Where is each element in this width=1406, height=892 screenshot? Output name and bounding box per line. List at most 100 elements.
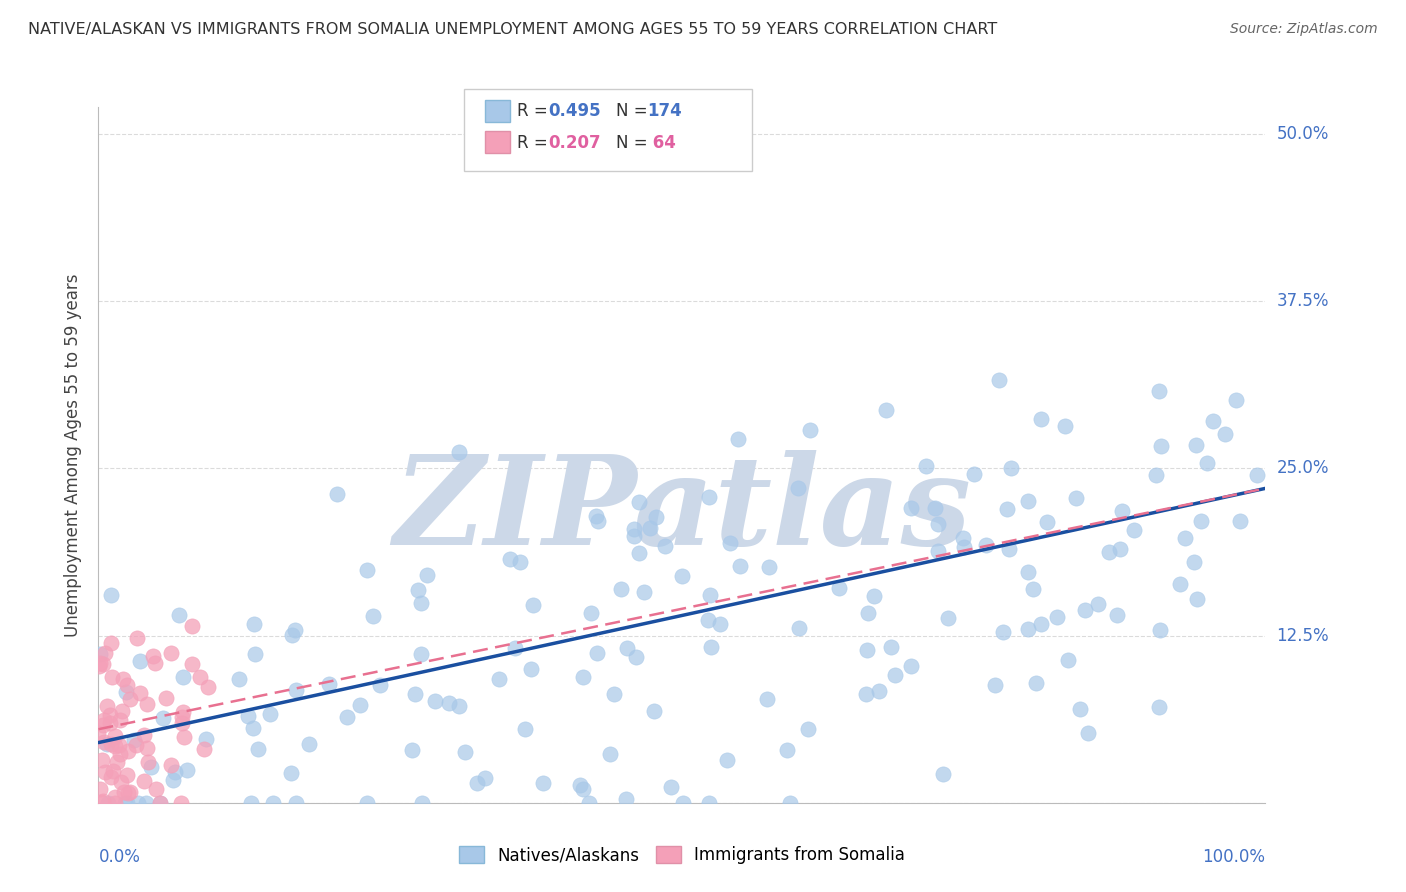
Point [863,589,886,603]
Point [122,733,145,747]
Point [1000,461,1022,475]
Point [93,794,115,808]
Point [697,613,720,627]
Point [125,738,148,752]
Point [89,648,111,662]
Point [176,763,198,777]
Point [488,672,510,686]
Point [100,636,122,650]
Point [531,776,554,790]
Point [900,659,922,673]
Point [193,742,215,756]
Point [145,782,167,797]
Point [370,678,392,692]
Point [100,588,122,602]
Point [242,721,264,735]
Point [108,738,131,752]
Point [856,606,879,620]
Point [318,677,340,691]
Point [474,772,496,786]
Point [779,796,801,810]
Text: R =: R = [517,134,554,152]
Point [571,670,593,684]
Point [160,646,183,660]
Text: 64: 64 [647,134,676,152]
Point [799,423,821,437]
Point [1031,617,1053,632]
Point [117,744,139,758]
Text: 0.495: 0.495 [548,103,600,120]
Point [401,743,423,757]
Point [638,521,661,535]
Point [96,737,118,751]
Text: 174: 174 [647,103,682,120]
Text: 50.0%: 50.0% [1277,125,1329,143]
Text: 100.0%: 100.0% [1202,848,1265,866]
Point [787,621,810,635]
Point [884,668,907,682]
Point [152,711,174,725]
Point [1069,702,1091,716]
Point [828,582,851,596]
Point [755,691,778,706]
Point [247,742,270,756]
Point [423,693,446,707]
Point [100,737,122,751]
Point [128,654,150,668]
Point [627,495,650,509]
Point [135,796,157,810]
Point [616,640,638,655]
Point [285,683,308,698]
Point [963,467,986,482]
Point [602,687,624,701]
Point [1202,414,1225,428]
Point [1021,582,1043,597]
Point [87,726,110,740]
Text: 0.0%: 0.0% [98,848,141,866]
Point [659,780,682,794]
Point [165,764,187,779]
Point [98,708,121,723]
Point [856,643,879,657]
Point [404,686,426,700]
Point [149,796,172,810]
Point [1174,531,1197,545]
Text: ZIPatlas: ZIPatlas [392,450,972,572]
Point [125,631,148,645]
Point [356,563,378,577]
Point [91,753,114,767]
Point [624,649,647,664]
Point [787,481,810,495]
Point [361,609,384,624]
Text: 0.207: 0.207 [548,134,600,152]
Point [408,582,430,597]
Point [228,673,250,687]
Point [924,501,946,516]
Point [758,560,780,574]
Point [931,767,953,781]
Point [90,795,112,809]
Point [96,699,118,714]
Point [586,514,609,528]
Point [454,745,477,759]
Point [91,717,114,731]
Point [569,778,592,792]
Point [643,704,665,718]
Point [280,766,302,780]
Point [104,729,127,743]
Point [336,710,359,724]
Point [1105,607,1128,622]
Point [159,758,181,772]
Point [87,659,110,673]
Point [644,509,666,524]
Point [188,670,211,684]
Point [115,767,138,781]
Point [927,544,949,558]
Point [240,796,263,810]
Point [149,796,172,810]
Point [1074,603,1097,617]
Point [155,690,177,705]
Point [101,764,124,778]
Text: NATIVE/ALASKAN VS IMMIGRANTS FROM SOMALIA UNEMPLOYMENT AMONG AGES 55 TO 59 YEARS: NATIVE/ALASKAN VS IMMIGRANTS FROM SOMALI… [28,22,997,37]
Point [623,529,645,543]
